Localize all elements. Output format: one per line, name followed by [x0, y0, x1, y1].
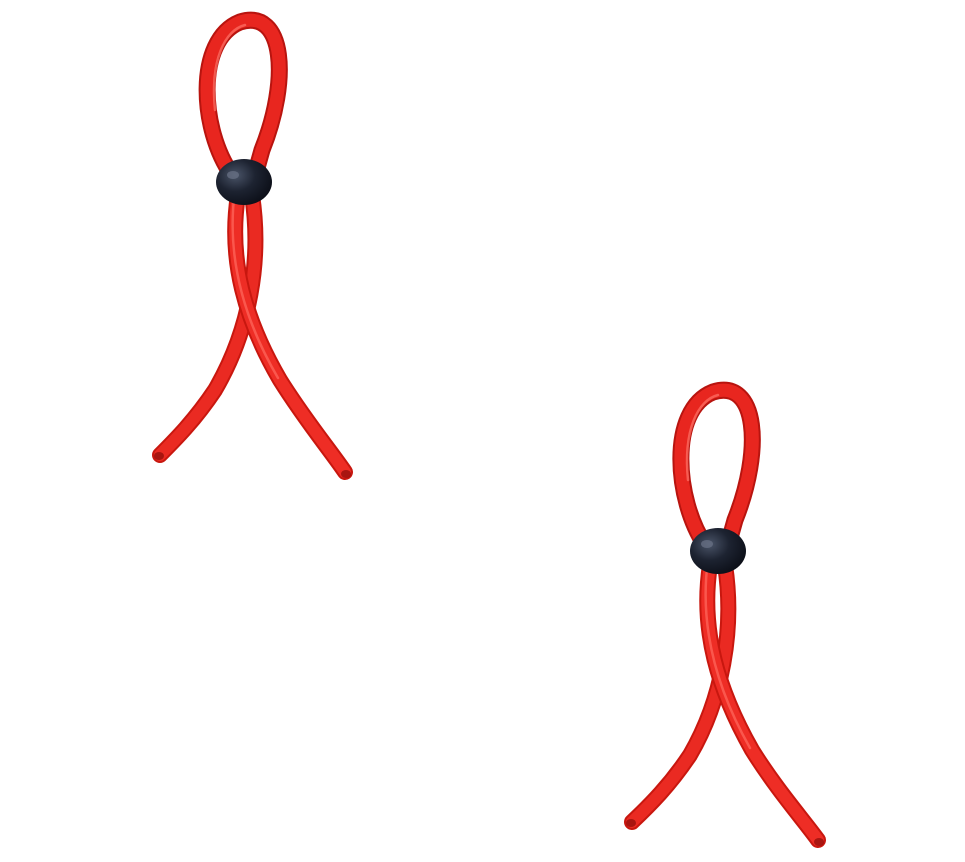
silicone-loop-left — [152, 11, 353, 480]
right-tube-loop — [674, 383, 759, 552]
silicone-loop-right — [624, 381, 826, 848]
left-bead — [216, 159, 272, 205]
right-bead — [690, 528, 746, 574]
left-tube-loop — [200, 13, 286, 182]
